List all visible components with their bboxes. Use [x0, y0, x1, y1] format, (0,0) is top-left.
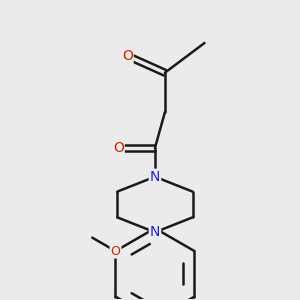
- Text: O: O: [122, 49, 133, 63]
- Text: N: N: [150, 170, 160, 184]
- Text: O: O: [113, 141, 124, 155]
- Text: N: N: [150, 225, 160, 239]
- Text: O: O: [110, 244, 120, 258]
